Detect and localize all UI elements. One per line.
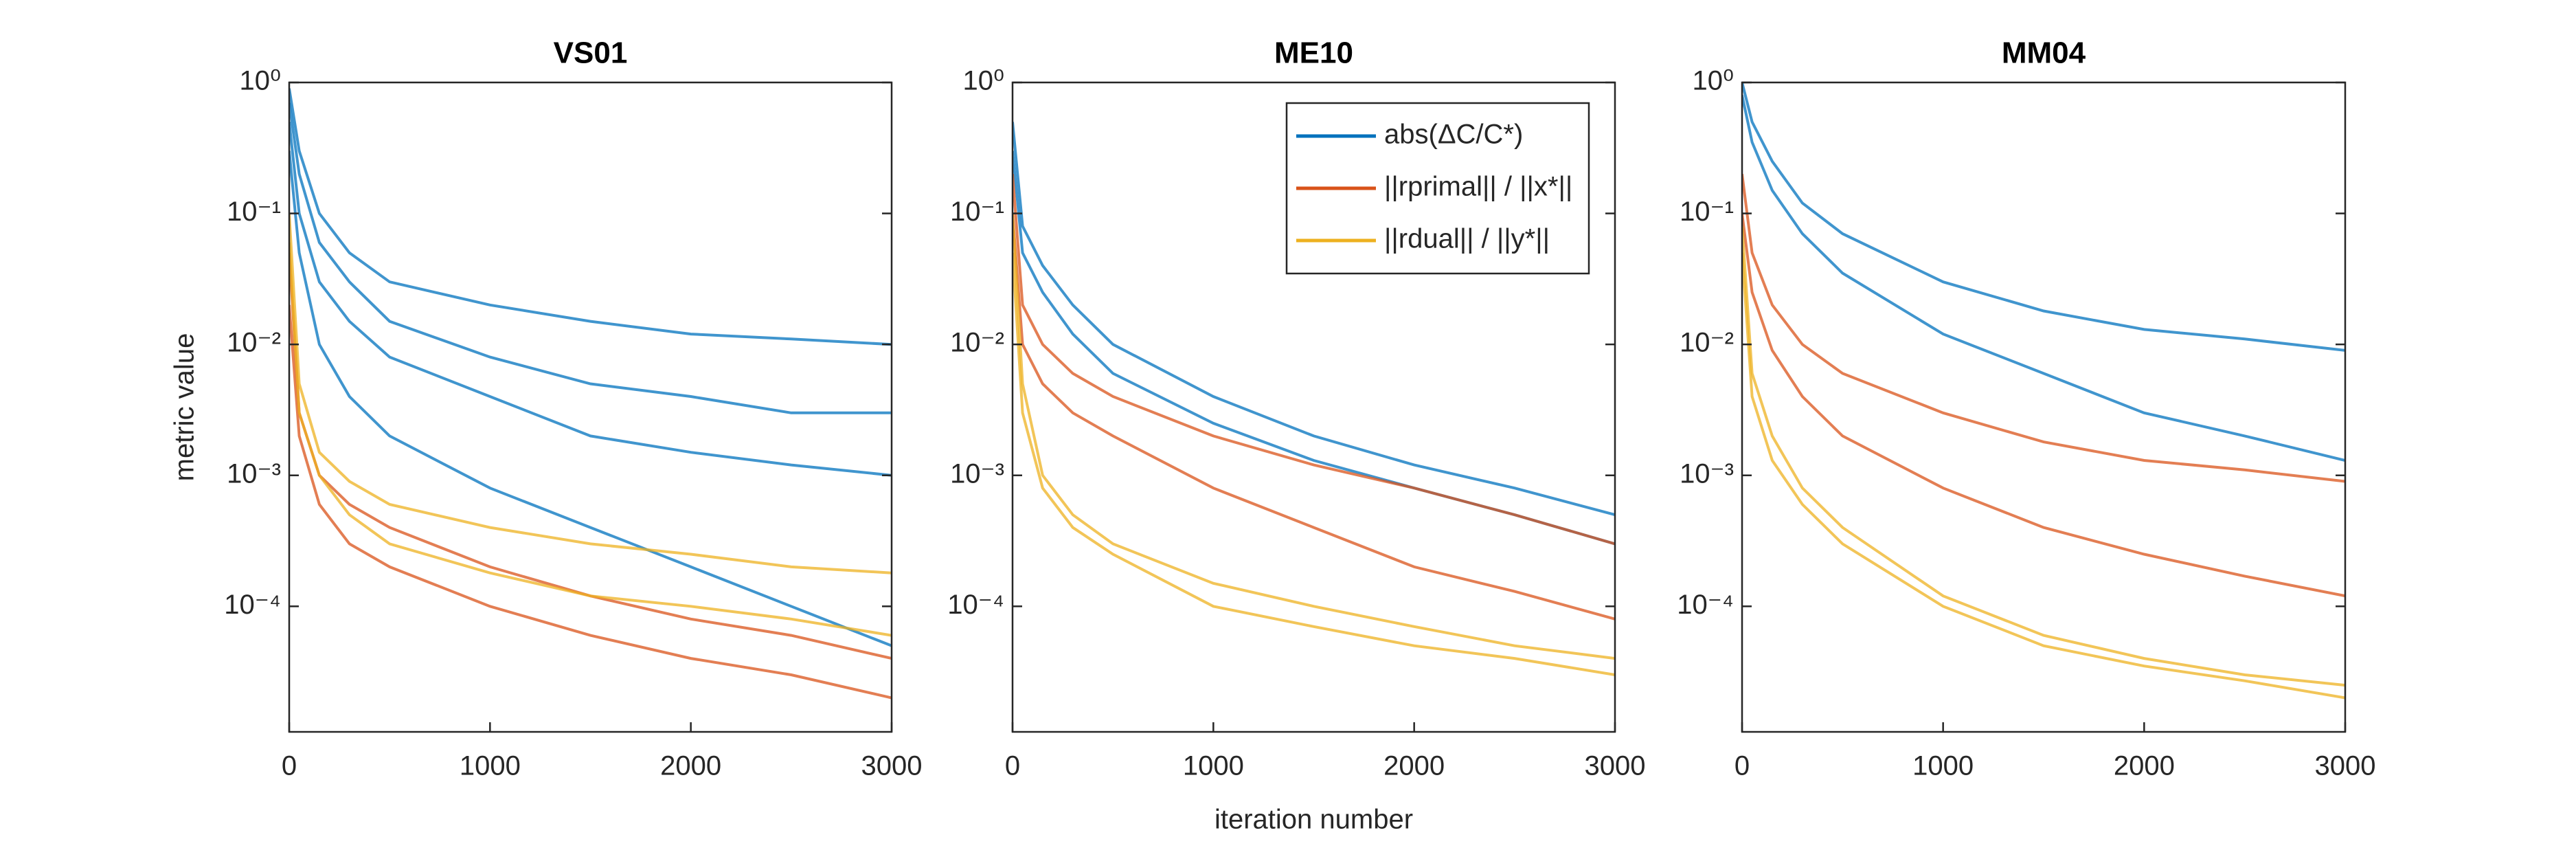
x-tick-label: 3000 [861, 751, 923, 781]
series-line [289, 213, 892, 574]
series-line [1013, 122, 1615, 517]
series-line [1742, 225, 2345, 687]
y-tick-label: 10⁻² [1680, 328, 1734, 358]
chart-title: VS01 [554, 36, 628, 70]
series-line [1742, 252, 2345, 700]
legend-label: ||rprimal|| / ||x*|| [1384, 172, 1572, 202]
axes-box [1011, 81, 1616, 733]
legend-label: ||rdual|| / ||y*|| [1384, 224, 1550, 254]
series-line [289, 242, 892, 637]
x-tick-label: 0 [1735, 751, 1750, 781]
x-tick-label: 1000 [1183, 751, 1244, 781]
series-line [1742, 95, 2345, 462]
series-line [1013, 252, 1615, 676]
series-line [1742, 82, 2345, 352]
chart-title: MM04 [2002, 36, 2086, 70]
series-line [289, 122, 892, 477]
series-line [1742, 173, 2345, 483]
x-tick-label: 1000 [460, 751, 521, 781]
y-tick-label: 10⁻⁴ [1677, 590, 1734, 620]
y-tick-label: 10⁻¹ [1680, 197, 1734, 227]
y-tick-label: 10⁻² [227, 328, 281, 358]
y-tick-label: 10⁻² [950, 328, 1004, 358]
y-axis-label: metric value [170, 333, 200, 482]
series-line [289, 102, 892, 414]
x-axis-label: iteration number [1214, 805, 1413, 835]
x-tick-label: 2000 [660, 751, 721, 781]
x-tick-label: 2000 [1383, 751, 1445, 781]
axes-box [1741, 81, 2347, 733]
x-tick-label: 2000 [2114, 751, 2175, 781]
legend-label: abs(ΔC/C*) [1384, 120, 1523, 150]
y-tick-label: 10⁻³ [950, 458, 1004, 489]
y-tick-label: 10⁰ [1692, 66, 1734, 96]
series-line [289, 304, 892, 700]
series-line [289, 252, 892, 660]
y-tick-label: 10⁻¹ [227, 197, 281, 227]
y-tick-label: 10⁻⁴ [947, 590, 1004, 620]
x-tick-label: 0 [282, 751, 297, 781]
x-tick-label: 0 [1005, 751, 1020, 781]
series-line [289, 150, 892, 647]
x-tick-label: 3000 [1585, 751, 1646, 781]
x-tick-label: 1000 [1912, 751, 1974, 781]
series-line [1013, 213, 1615, 660]
y-tick-label: 10⁰ [239, 66, 281, 96]
y-tick-label: 10⁻⁴ [224, 590, 281, 620]
axes-box [288, 81, 893, 733]
y-tick-label: 10⁻¹ [950, 197, 1004, 227]
x-tick-label: 3000 [2315, 751, 2376, 781]
series-line [1013, 213, 1615, 621]
series-line [1013, 174, 1615, 546]
y-tick-label: 10⁻³ [1680, 458, 1734, 489]
y-tick-label: 10⁻³ [227, 458, 281, 489]
series-line [1742, 213, 2345, 598]
y-tick-label: 10⁰ [962, 66, 1004, 96]
chart-title: ME10 [1274, 36, 1353, 70]
series-line [289, 88, 892, 346]
